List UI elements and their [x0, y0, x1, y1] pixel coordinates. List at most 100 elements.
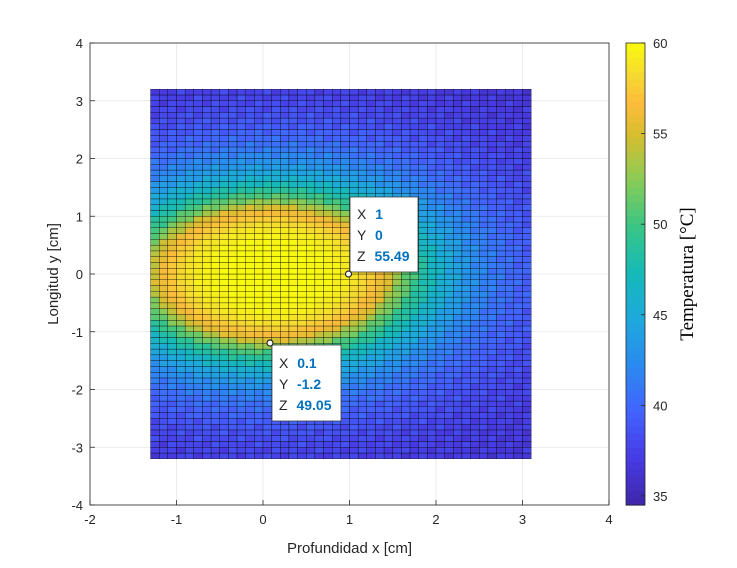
heatmap-cell: [375, 117, 385, 125]
heatmap-cell: [159, 302, 169, 309]
heatmap-cell: [340, 383, 350, 390]
heatmap-cell: [236, 343, 246, 350]
heatmap-cell: [392, 123, 402, 130]
heatmap-cell: [496, 320, 506, 327]
heatmap-cell: [375, 360, 385, 367]
heatmap-cell: [427, 273, 437, 280]
heatmap-cell: [453, 216, 463, 223]
heatmap-cell: [219, 423, 229, 431]
heatmap-cell: [262, 308, 272, 315]
heatmap-cell: [453, 210, 463, 217]
heatmap-cell: [150, 94, 160, 101]
x-axis-ticks: -2 -1 0 1 2 3 4: [84, 500, 613, 527]
heatmap-cell: [176, 244, 186, 252]
heatmap-cell: [176, 360, 186, 367]
heatmap-cell: [383, 400, 393, 407]
heatmap-cell: [479, 383, 489, 390]
heatmap-cell: [427, 395, 437, 402]
heatmap-cell: [470, 250, 480, 257]
heatmap-cell: [245, 169, 255, 177]
heatmap-cell: [167, 400, 177, 407]
heatmap-cell: [479, 198, 489, 205]
heatmap-cell: [453, 129, 463, 136]
heatmap-cell: [357, 279, 367, 286]
heatmap-cell: [176, 429, 186, 436]
heatmap-cell: [479, 412, 489, 419]
heatmap-cell: [245, 366, 255, 373]
heatmap-cell: [461, 389, 471, 396]
heatmap-cell: [366, 337, 376, 344]
heatmap-cell: [245, 418, 255, 425]
heatmap-cell: [479, 227, 489, 234]
heatmap-cell: [444, 452, 454, 459]
heatmap-cell: [228, 395, 238, 402]
heatmap-cell: [184, 400, 194, 407]
heatmap-cell: [401, 348, 411, 356]
heatmap-cell: [167, 204, 177, 211]
heatmap-cell: [461, 250, 471, 257]
heatmap-cell: [427, 187, 437, 194]
heatmap-cell: [513, 383, 523, 390]
heatmap-cell: [245, 129, 255, 136]
heatmap-cell: [453, 169, 463, 177]
heatmap-cell: [236, 210, 246, 217]
datatip-1-marker[interactable]: [344, 270, 353, 278]
heatmap-cell: [202, 146, 212, 153]
heatmap-cell: [505, 395, 515, 402]
heatmap-cell: [418, 141, 428, 148]
heatmap-cell: [150, 366, 160, 373]
y-tick-label: -4: [71, 498, 83, 513]
heatmap-cell: [461, 371, 471, 379]
heatmap-cell: [184, 164, 194, 171]
heatmap-cell: [349, 158, 359, 165]
heatmap-cell: [487, 441, 497, 448]
heatmap-cell: [409, 89, 419, 96]
heatmap-cell: [219, 181, 229, 188]
heatmap-cell: [184, 117, 194, 125]
heatmap-cell: [167, 94, 177, 101]
heatmap-cell: [427, 429, 437, 436]
heatmap-cell: [427, 262, 437, 269]
heatmap-cell: [262, 383, 272, 390]
heatmap-cell: [427, 181, 437, 188]
heatmap-cell: [340, 406, 350, 413]
heatmap-cell: [271, 262, 281, 269]
heatmap-cell: [427, 400, 437, 407]
heatmap-cell: [193, 100, 203, 107]
heatmap-cell: [202, 279, 212, 286]
datatip-2-marker[interactable]: [266, 339, 274, 347]
heatmap-cell: [453, 117, 463, 125]
heatmap-cell: [444, 331, 454, 338]
heatmap-cell: [505, 239, 515, 246]
heatmap-cell: [245, 296, 255, 304]
heatmap-cell: [219, 146, 229, 153]
heatmap-cell: [505, 348, 515, 356]
heatmap-cell: [167, 331, 177, 338]
heatmap-cell: [150, 395, 160, 402]
datatip-2[interactable]: X 0.1 Y -1.2 Z 49.05: [266, 339, 342, 422]
heatmap-cell: [245, 400, 255, 407]
x-tick-label: 3: [519, 512, 526, 527]
heatmap-cell: [496, 279, 506, 286]
heatmap-cell: [210, 395, 220, 402]
heatmap-cell: [383, 273, 393, 280]
heatmap-cell: [487, 169, 497, 177]
heatmap-cell: [505, 423, 515, 431]
heatmap-cell: [461, 366, 471, 373]
heatmap-cell: [479, 441, 489, 448]
heatmap-cell: [332, 435, 342, 442]
heatmap-cell: [357, 383, 367, 390]
heatmap-cell: [228, 447, 238, 454]
datatip-1[interactable]: X 1 Y 0 Z 55.49: [344, 196, 419, 278]
heatmap-cell: [366, 175, 376, 182]
heatmap-cell: [245, 273, 255, 280]
heatmap-cell: [383, 100, 393, 107]
heatmap-cell: [159, 233, 169, 240]
heatmap-cell: [159, 135, 169, 142]
heatmap-cell: [262, 447, 272, 454]
heatmap-cell: [513, 406, 523, 413]
heatmap-cell: [427, 360, 437, 367]
heatmap-cell: [435, 366, 445, 373]
heatmap-cell: [505, 429, 515, 436]
colorbar-tick-label: 35: [653, 489, 667, 504]
